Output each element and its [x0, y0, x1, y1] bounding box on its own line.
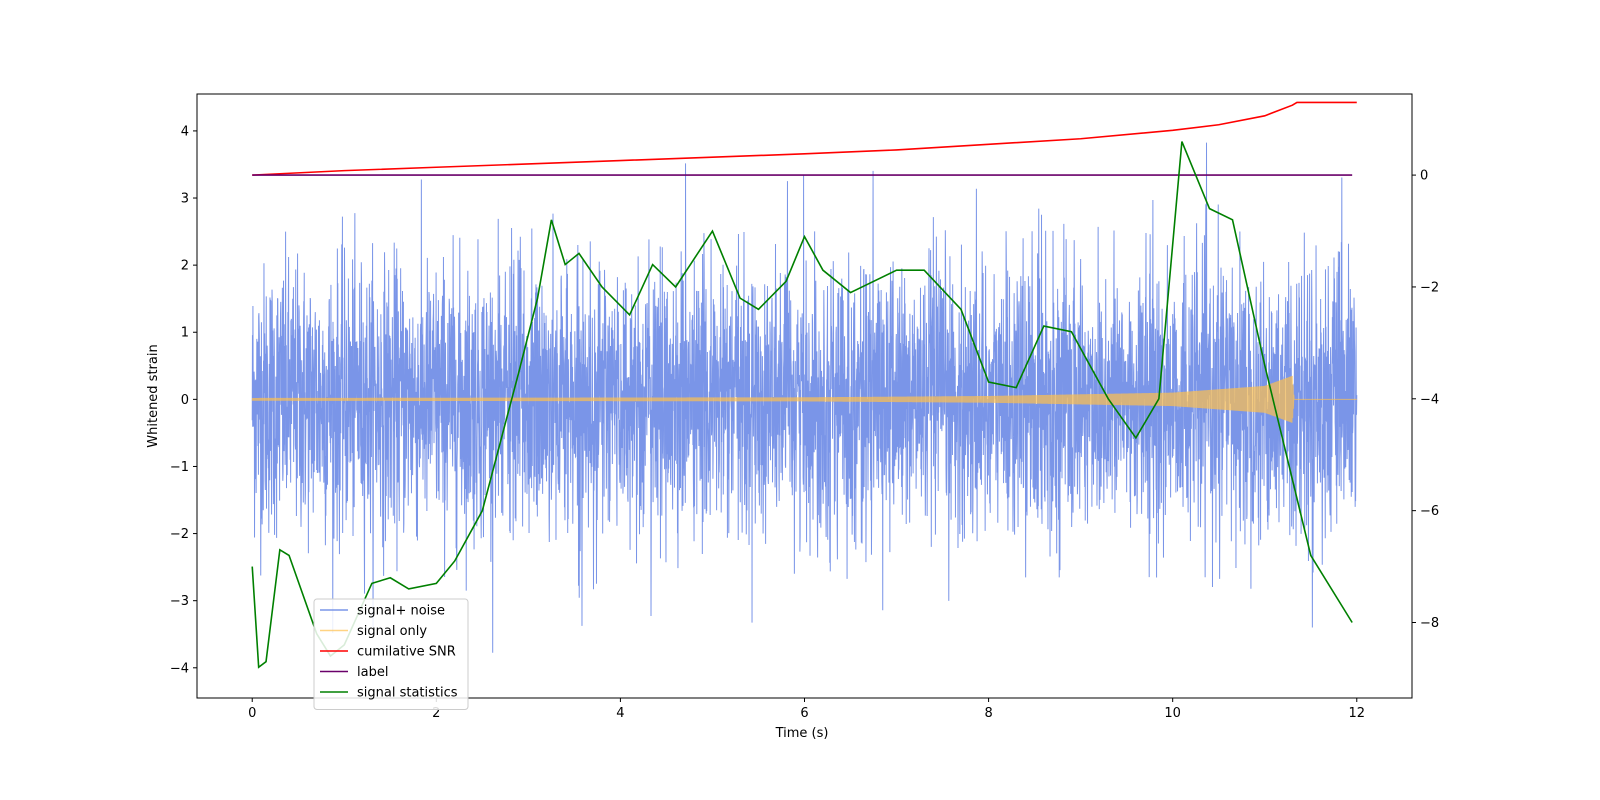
x-tick-label: 10 [1164, 706, 1181, 721]
x-tick-label: 0 [248, 706, 256, 721]
y-axis-right: −8 −6 −4 −2 0 [1412, 169, 1439, 631]
legend-entry: signal statistics [357, 686, 458, 701]
y-right-tick-label: −2 [1420, 280, 1439, 295]
y-axis-label: Whitened strain [146, 344, 161, 447]
x-tick-label: 4 [616, 706, 624, 721]
legend-entry: signal only [357, 624, 427, 639]
y-left-tick-label: 4 [181, 124, 189, 139]
x-tick-label: 2 [432, 706, 440, 721]
series-line-signal-noise [251, 142, 1358, 653]
y-right-tick-label: −6 [1420, 504, 1439, 519]
x-tick-label: 6 [800, 706, 808, 721]
y-left-tick-label: −4 [170, 661, 189, 676]
series-line-signal-only [251, 375, 1357, 423]
y-right-tick-label: 0 [1420, 169, 1428, 184]
plot-area [251, 101, 1358, 669]
legend-entry: cumilative SNR [357, 645, 456, 660]
x-tick-label: 12 [1348, 706, 1365, 721]
y-right-tick-label: −8 [1420, 616, 1439, 631]
legend: signal+ noise signal only cumilative SNR la… [313, 598, 469, 710]
x-tick-label: 8 [984, 706, 992, 721]
legend-entry: signal+ noise [357, 604, 445, 619]
y-axis-left: −4 −3 −2 −1 0 1 2 3 4 [170, 124, 197, 676]
y-left-tick-label: −3 [170, 594, 189, 609]
y-left-tick-label: 3 [181, 192, 189, 207]
y-left-tick-label: −1 [170, 460, 189, 475]
y-left-tick-label: 1 [181, 326, 189, 341]
series-line-cumilative-snr [252, 101, 1357, 176]
y-left-tick-label: −2 [170, 527, 189, 542]
y-right-tick-label: −4 [1420, 392, 1439, 407]
legend-box [313, 598, 469, 710]
x-axis-label: Time (s) [775, 726, 829, 741]
y-left-tick-label: 0 [181, 393, 189, 408]
legend-entry: label [357, 665, 388, 680]
y-left-tick-label: 2 [181, 259, 189, 274]
